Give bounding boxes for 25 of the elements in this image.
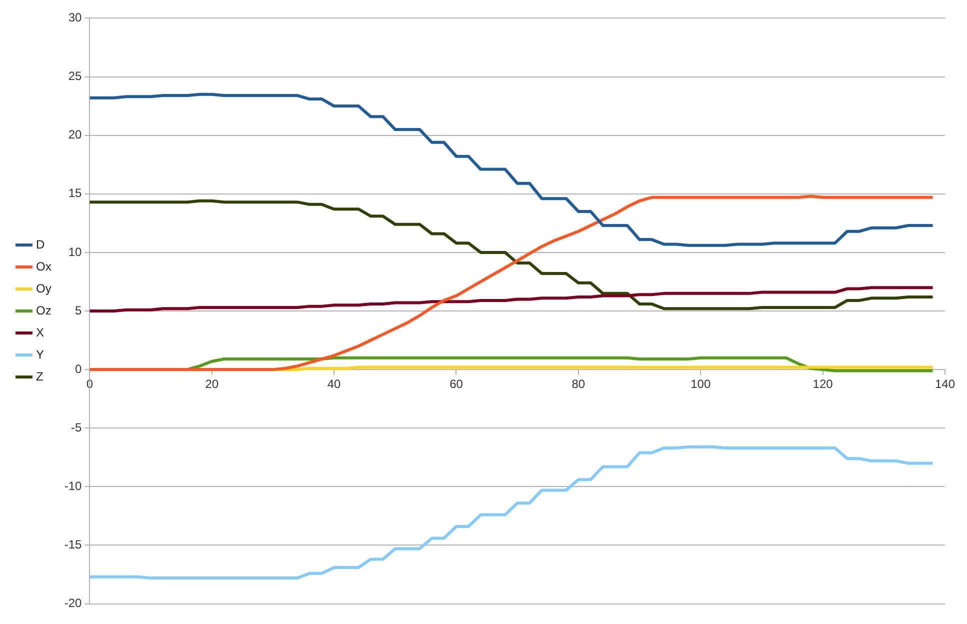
legend-label: Z xyxy=(36,369,44,384)
y-tick-label: 10 xyxy=(68,244,82,259)
x-tick-label: 140 xyxy=(934,377,956,392)
y-tick-label: 30 xyxy=(68,10,82,25)
x-tick-label: 40 xyxy=(327,377,342,392)
y-tick-label: 20 xyxy=(68,128,82,142)
x-tick-label: 120 xyxy=(812,377,834,392)
legend-label: D xyxy=(36,237,45,252)
y-tick-label: -20 xyxy=(64,596,82,610)
y-tick-label: -15 xyxy=(64,538,82,552)
y-tick-label: 5 xyxy=(74,303,82,318)
legend-label: Ox xyxy=(36,259,52,274)
y-tick-label: -5 xyxy=(71,420,82,434)
x-tick-label: 100 xyxy=(690,377,711,392)
x-tick-label: 20 xyxy=(205,377,219,392)
y-tick-label: 15 xyxy=(68,186,82,200)
legend-label: Oz xyxy=(36,303,52,318)
x-tick-label: 80 xyxy=(572,377,586,392)
legend-label: X xyxy=(36,325,44,340)
y-tick-label: 25 xyxy=(68,69,82,84)
y-tick-label: -10 xyxy=(64,478,82,493)
legend-label: Y xyxy=(36,347,44,362)
x-tick-label: 60 xyxy=(450,377,464,392)
y-tick-label: 0 xyxy=(74,362,82,376)
legend-label: Oy xyxy=(36,281,52,296)
